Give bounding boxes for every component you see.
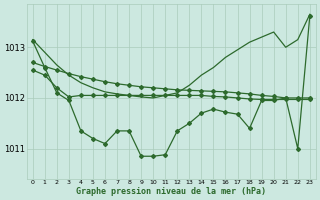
X-axis label: Graphe pression niveau de la mer (hPa): Graphe pression niveau de la mer (hPa) xyxy=(76,187,266,196)
